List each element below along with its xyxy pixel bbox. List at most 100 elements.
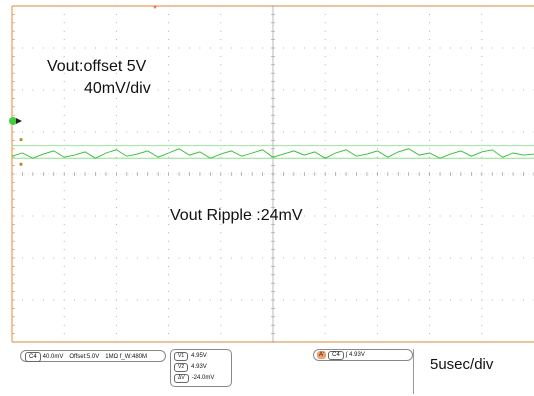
graticule-dot — [293, 89, 295, 91]
graticule-dot — [74, 215, 76, 217]
graticule-dot — [63, 165, 65, 167]
graticule-dot — [168, 307, 170, 309]
trigger-marker-icon — [9, 117, 17, 125]
graticule-dot — [262, 131, 264, 133]
graticule-dot — [356, 299, 358, 301]
graticule-dot — [429, 333, 431, 335]
graticule-dot — [220, 30, 222, 32]
graticule-dot — [502, 215, 504, 217]
graticule-dot — [303, 257, 305, 259]
graticule-dot — [429, 249, 431, 251]
graticule-dot — [241, 299, 243, 301]
graticule-dot — [115, 131, 117, 133]
graticule-dot — [429, 165, 431, 167]
graticule-dot — [439, 257, 441, 259]
graticule-dot — [335, 299, 337, 301]
graticule-dot — [32, 215, 34, 217]
graticule-dot — [408, 215, 410, 217]
graticule-dot — [115, 257, 117, 259]
graticule-dot — [147, 89, 149, 91]
graticule-dot — [209, 299, 211, 301]
graticule-dot — [481, 324, 483, 326]
graticule-dot — [168, 207, 170, 209]
graticule-dot — [178, 47, 180, 49]
graticule-dot — [429, 207, 431, 209]
graticule-dot — [168, 223, 170, 225]
graticule-dot — [251, 47, 253, 49]
graticule-dot — [63, 22, 65, 24]
graticule-dot — [168, 39, 170, 41]
graticule-dot — [157, 47, 159, 49]
graticule-dot — [356, 257, 358, 259]
graticule — [11, 5, 534, 343]
graticule-dot — [481, 156, 483, 158]
graticule-dot — [42, 131, 44, 133]
graticule-dot — [157, 299, 159, 301]
graticule-dot — [282, 47, 284, 49]
graticule-dot — [115, 64, 117, 66]
cursor-measurement-box[interactable]: V1 4.95V V2 4.93V ΔV -24.0mV — [170, 349, 232, 387]
graticule-dot — [460, 131, 462, 133]
graticule-dot — [481, 30, 483, 32]
graticule-dot — [314, 215, 316, 217]
graticule-dot — [502, 89, 504, 91]
graticule-dot — [376, 333, 378, 335]
graticule-dot — [230, 257, 232, 259]
graticule-dot — [324, 265, 326, 267]
graticule-dot — [63, 316, 65, 318]
graticule-dot — [220, 307, 222, 309]
graticule-dot — [324, 249, 326, 251]
graticule-dot — [220, 274, 222, 276]
graticule-dot — [220, 55, 222, 57]
graticule-dot — [282, 89, 284, 91]
graticule-dot — [293, 299, 295, 301]
graticule-dot — [314, 131, 316, 133]
graticule-dot — [157, 215, 159, 217]
graticule-dot — [376, 39, 378, 41]
graticule-dot — [523, 299, 525, 301]
graticule-dot — [491, 257, 493, 259]
graticule-dot — [168, 123, 170, 125]
graticule-dot — [376, 139, 378, 141]
graticule-dot — [168, 64, 170, 66]
graticule-dot — [324, 282, 326, 284]
graticule-dot — [63, 198, 65, 200]
graticule-dot — [324, 39, 326, 41]
graticule-dot — [115, 30, 117, 32]
graticule-dot — [429, 324, 431, 326]
graticule-dot — [314, 89, 316, 91]
graticule-dot — [115, 89, 117, 91]
measurement-row: V1 4.95V — [174, 352, 207, 361]
graticule-dot — [418, 131, 420, 133]
graticule-dot — [63, 257, 65, 259]
graticule-dot — [115, 13, 117, 15]
graticule-dot — [168, 139, 170, 141]
graticule-dot — [324, 89, 326, 91]
graticule-dot — [209, 215, 211, 217]
graticule-dot — [115, 139, 117, 141]
graticule-dot — [324, 240, 326, 242]
graticule-dot — [63, 139, 65, 141]
graticule-dot — [387, 257, 389, 259]
graticule-dot — [95, 89, 97, 91]
graticule-dot — [324, 181, 326, 183]
graticule-dot — [460, 215, 462, 217]
graticule-dot — [376, 123, 378, 125]
graticule-dot — [324, 232, 326, 234]
graticule-dot — [220, 232, 222, 234]
graticule-dot — [168, 291, 170, 293]
graticule-dot — [481, 89, 483, 91]
graticule-dot — [63, 282, 65, 284]
graticule-dot — [303, 299, 305, 301]
graticule-dot — [293, 47, 295, 49]
graticule-dot — [95, 257, 97, 259]
graticule-dot — [53, 89, 55, 91]
graticule-dot — [418, 47, 420, 49]
graticule-dot — [168, 156, 170, 158]
graticule-dot — [397, 215, 399, 217]
graticule-dot — [481, 139, 483, 141]
trigger-edge-icon: ∫ — [345, 352, 348, 358]
trigger-settings-bar[interactable]: A' C4 ∫ 4.93V — [313, 349, 413, 361]
channel-settings-bar[interactable]: C4 40.0mV Offset:5.0V 1MΩ f_W:480M — [20, 350, 166, 362]
graticule-dot — [115, 341, 117, 343]
